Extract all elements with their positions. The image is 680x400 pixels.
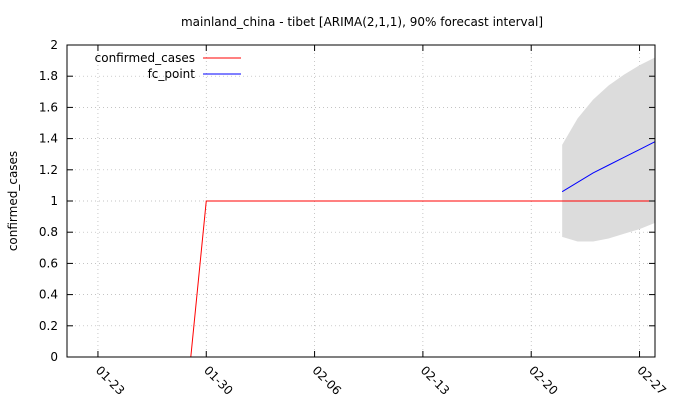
y-tick-label: 0.4 <box>39 288 58 302</box>
y-tick-label: 0.2 <box>39 319 58 333</box>
x-tick-label: 02-06 <box>309 363 344 398</box>
series-line-fc-point <box>561 141 656 193</box>
x-tick-label: 01-23 <box>93 363 128 398</box>
y-tick-label: 1.4 <box>39 132 58 146</box>
series-lines <box>175 141 656 358</box>
forecast-interval-area <box>562 57 655 242</box>
y-tick-label: 1.8 <box>39 69 58 83</box>
y-ticks: 0 0.2 0.4 0.6 0.8 1 1.2 1.4 1.6 1.8 2 <box>39 38 655 364</box>
y-axis-label: confirmed_cases <box>6 151 20 251</box>
series-line-confirmed-cases <box>175 200 655 358</box>
y-tick-label: 0.8 <box>39 225 58 239</box>
x-tick-label: 02-20 <box>526 363 561 398</box>
y-tick-label: 1.2 <box>39 163 58 177</box>
legend-label: confirmed_cases <box>95 51 195 65</box>
y-tick-label: 0 <box>50 350 58 364</box>
y-tick-label: 1 <box>50 194 58 208</box>
forecast-interval-band <box>562 57 655 242</box>
legend-label: fc_point <box>148 67 196 81</box>
x-tick-label: 01-30 <box>201 363 236 398</box>
legend: confirmed_cases fc_point <box>95 51 241 81</box>
x-tick-label: 02-13 <box>418 363 453 398</box>
y-tick-label: 2 <box>50 38 58 52</box>
y-tick-label: 1.6 <box>39 100 58 114</box>
chart-title: mainland_china - tibet [ARIMA(2,1,1), 90… <box>181 15 543 29</box>
y-tick-label: 0.6 <box>39 256 58 270</box>
x-tick-label: 02-27 <box>634 363 669 398</box>
